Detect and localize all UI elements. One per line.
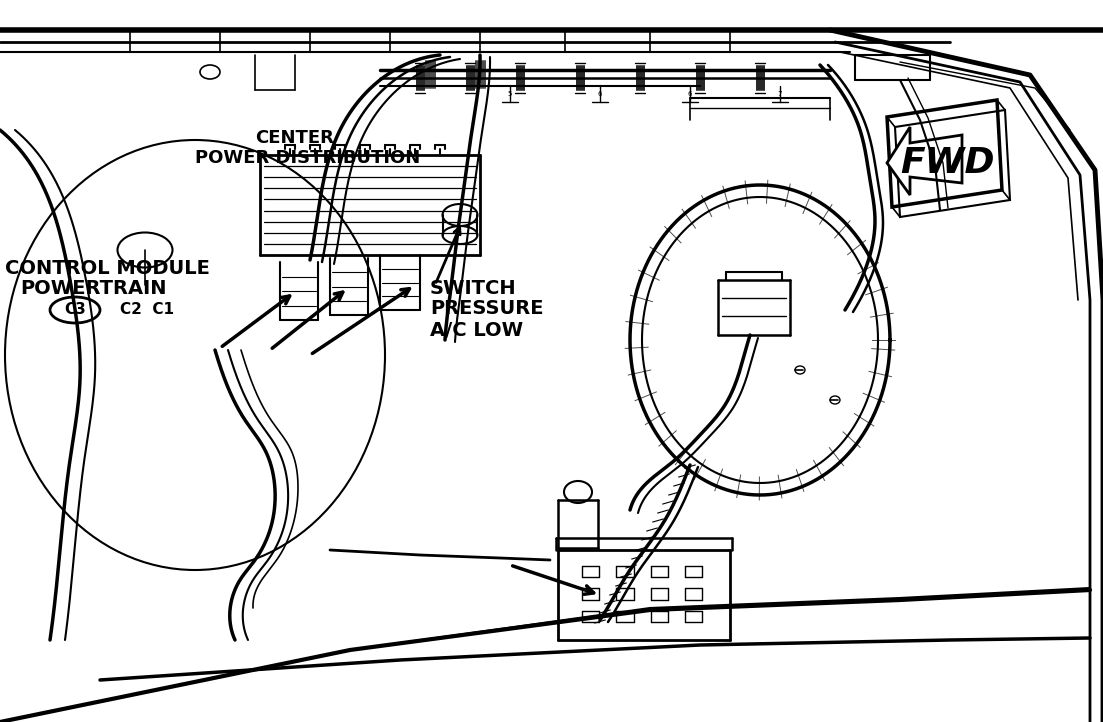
Text: 6: 6 xyxy=(688,91,693,97)
Text: POWERTRAIN: POWERTRAIN xyxy=(20,279,167,297)
Polygon shape xyxy=(887,100,1002,207)
Text: CONTROL MODULE: CONTROL MODULE xyxy=(6,258,210,277)
Ellipse shape xyxy=(564,481,592,503)
Text: FWD: FWD xyxy=(900,146,994,180)
Ellipse shape xyxy=(442,204,478,226)
Text: CENTER: CENTER xyxy=(255,129,334,147)
Text: C3: C3 xyxy=(64,303,86,318)
Text: 6: 6 xyxy=(598,91,602,97)
Text: SWITCH: SWITCH xyxy=(430,279,516,297)
Text: PRESSURE: PRESSURE xyxy=(430,298,544,318)
Text: C2  C1: C2 C1 xyxy=(120,303,174,318)
Text: POWER DISTRIBUTION: POWER DISTRIBUTION xyxy=(195,149,420,167)
Text: 5: 5 xyxy=(507,91,512,97)
Polygon shape xyxy=(887,127,962,195)
Text: A/C LOW: A/C LOW xyxy=(430,321,523,339)
Ellipse shape xyxy=(442,226,478,244)
Text: 7: 7 xyxy=(778,91,782,97)
Ellipse shape xyxy=(50,297,100,323)
